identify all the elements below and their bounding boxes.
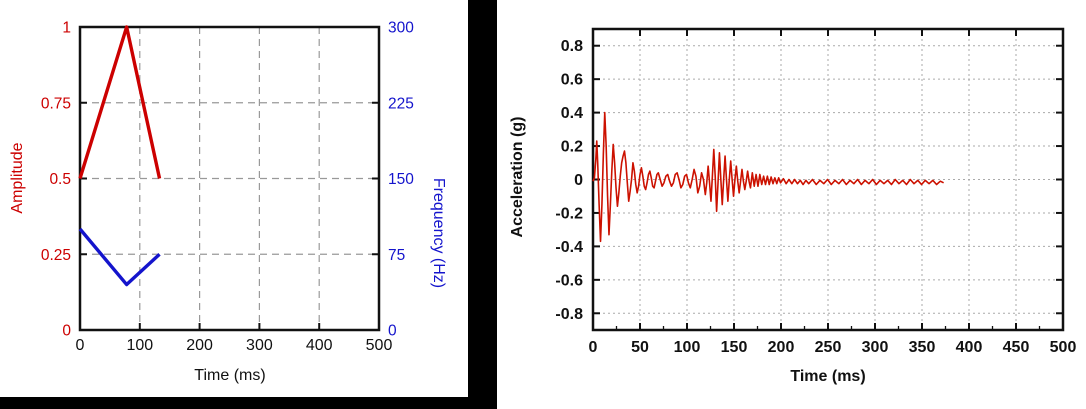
x-tick-label: 400 — [306, 337, 333, 354]
x-tick-label: 250 — [815, 339, 842, 356]
y-right-tick-label: 225 — [388, 95, 414, 112]
x-tick-label: 100 — [674, 339, 701, 356]
y-right-tick-label: 0 — [388, 323, 397, 340]
y-tick-label: 0.6 — [561, 72, 583, 89]
amplitude-frequency-chart: 0 0.25 0.5 0.75 1 0 75 150 225 300 0 100 200 300 400 50… — [41, 20, 414, 355]
right-chart-x-axis-title: Time (ms) — [790, 368, 866, 385]
x-tick-label: 350 — [909, 339, 936, 356]
y-right-tick-label: 150 — [388, 171, 414, 188]
y-tick-label: 0 — [574, 172, 583, 189]
black-divider-bar — [468, 0, 497, 409]
y-left-tick-label: 0 — [62, 323, 71, 340]
frequency-axis-title: Frequency (Hz) — [430, 177, 447, 289]
y-left-tick-label: 0.75 — [41, 95, 71, 112]
y-left-tick-label: 1 — [62, 20, 71, 37]
acceleration-axis-title: Acceleration (g) — [509, 116, 526, 238]
black-bottom-bar — [0, 397, 497, 409]
x-tick-label: 300 — [862, 339, 889, 356]
left-chart-x-axis-title: Time (ms) — [194, 367, 266, 384]
y-tick-label: -0.6 — [555, 272, 583, 289]
y-left-tick-label: 0.25 — [41, 247, 71, 264]
y-tick-label: -0.8 — [555, 306, 583, 323]
amplitude-frequency-panel: 0 0.25 0.5 0.75 1 0 75 150 225 300 0 100 200 300 400 50… — [0, 0, 497, 409]
acceleration-chart: 0.8 0.6 0.4 0.2 0 -0.2 -0.4 -0.6 -0.8 0 50 100 150 20… — [555, 27, 1077, 356]
x-tick-label: 0 — [76, 337, 85, 354]
x-tick-label: 50 — [631, 339, 649, 356]
x-tick-label: 0 — [589, 339, 598, 356]
y-tick-label: 0.8 — [561, 38, 583, 55]
y-tick-label: -0.4 — [555, 239, 583, 256]
acceleration-trace — [592, 111, 944, 243]
amplitude-axis-title: Amplitude — [9, 142, 26, 214]
y-tick-label: -0.2 — [555, 205, 583, 222]
y-left-tick-label: 0.5 — [49, 171, 71, 188]
y-tick-label: 0.4 — [561, 105, 583, 122]
x-tick-label: 300 — [246, 337, 273, 354]
x-tick-label: 450 — [1003, 339, 1030, 356]
x-tick-label: 150 — [721, 339, 748, 356]
x-tick-label: 200 — [186, 337, 213, 354]
y-tick-label: 0.2 — [561, 139, 583, 156]
x-tick-label: 100 — [126, 337, 153, 354]
y-right-tick-label: 75 — [388, 247, 405, 264]
amplitude-line — [78, 25, 162, 180]
y-right-tick-label: 300 — [388, 20, 414, 37]
frequency-line — [78, 227, 161, 287]
x-tick-label: 400 — [956, 339, 983, 356]
x-tick-label: 200 — [768, 339, 795, 356]
x-tick-label: 500 — [366, 337, 393, 354]
x-tick-label: 500 — [1050, 339, 1077, 356]
acceleration-panel: 0.8 0.6 0.4 0.2 0 -0.2 -0.4 -0.6 -0.8 0 50 100 150 20… — [497, 0, 1086, 409]
